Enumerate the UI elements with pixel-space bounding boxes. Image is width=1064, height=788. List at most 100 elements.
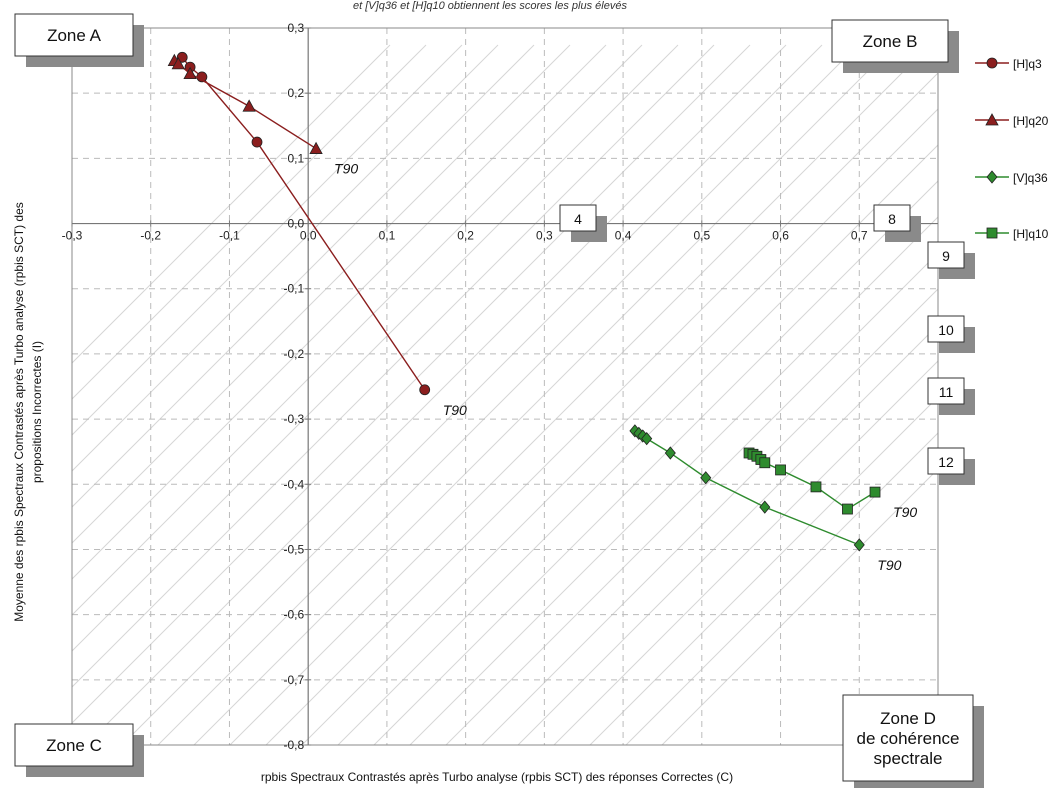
hatch-line — [85, 44, 787, 745]
hatch-line — [589, 396, 938, 745]
y-axis-title: propositions Incorrectes (I) — [30, 341, 44, 483]
plot-area-border — [71, 27, 939, 746]
x-axis-title: rpbis Spectraux Contrastés après Turbo a… — [261, 770, 733, 784]
hatch-line — [265, 72, 938, 745]
zone-d-box-label: de cohérence — [856, 729, 959, 748]
hatch-line — [72, 44, 751, 724]
hatch-line — [517, 324, 938, 745]
annotation-label: T90 — [443, 402, 467, 418]
hatch-line — [72, 44, 715, 688]
numbered-box — [927, 377, 965, 405]
numbered-box — [927, 315, 965, 343]
hatch-line — [229, 44, 931, 745]
data-point — [641, 432, 653, 446]
numbered-box-label: 8 — [888, 211, 896, 227]
hatch-line — [72, 44, 643, 616]
hatch-line — [625, 432, 938, 745]
data-point — [842, 503, 853, 515]
y-tick-label: -0,4 — [283, 477, 304, 491]
hatch-line — [72, 44, 535, 508]
x-tick-label: 0,0 — [300, 229, 317, 243]
hatch-line — [301, 108, 938, 745]
numbered-box-label: 12 — [938, 454, 954, 470]
hatch-line — [373, 180, 938, 745]
zone-b-box — [831, 19, 949, 63]
hatch-line — [409, 216, 938, 745]
annotation-label: T90 — [893, 504, 917, 520]
hatch-line — [445, 252, 938, 745]
numbered-box-label: 4 — [574, 211, 582, 227]
chart-note: et [V]q36 et [H]q10 obtiennent les score… — [353, 0, 627, 12]
x-tick-label: 0,5 — [693, 229, 710, 243]
y-tick-label: -0,1 — [283, 282, 304, 296]
y-tick-label: 0,0 — [287, 217, 304, 231]
y-tick-label: 0,1 — [287, 151, 304, 165]
annotation-label: T90 — [877, 557, 901, 573]
hatch-line — [72, 44, 391, 364]
data-point — [853, 538, 865, 552]
data-point — [419, 384, 431, 396]
data-point — [664, 446, 676, 460]
data-point — [775, 464, 786, 476]
zone-d-box — [842, 694, 974, 782]
y-axis-title: Moyenne des rpbis Spectraux Contrastés a… — [12, 202, 26, 622]
data-point — [810, 481, 822, 493]
hatch-line — [121, 44, 823, 745]
x-tick-label: 0,3 — [536, 229, 553, 243]
y-tick-label: -0,8 — [283, 738, 304, 752]
x-tick-label: 0,2 — [457, 229, 474, 243]
numbered-box-label: 9 — [942, 248, 950, 264]
x-tick-label: 0,6 — [772, 229, 789, 243]
hatch-line — [72, 44, 499, 472]
hatch-line — [661, 468, 938, 745]
y-tick-label: 0,3 — [287, 21, 304, 35]
x-tick-label: 0,7 — [851, 229, 868, 243]
numbered-box-label: 10 — [938, 322, 954, 338]
hatch-line — [72, 44, 463, 436]
y-tick-label: -0,5 — [283, 542, 304, 556]
legend-marker — [985, 113, 999, 126]
data-point — [242, 99, 256, 112]
hatch-line — [157, 44, 859, 745]
x-tick-label: 0,1 — [379, 229, 396, 243]
x-tick-label: -0,2 — [140, 229, 161, 243]
legend-label: [H]q3 — [1013, 57, 1042, 71]
legend-marker — [986, 170, 998, 184]
hatch-line — [72, 44, 679, 652]
zone-d-box-label: Zone D — [880, 709, 936, 728]
numbered-box — [927, 241, 965, 269]
zone-a-box-label: Zone A — [47, 26, 102, 45]
data-point — [183, 66, 197, 80]
numbered-box — [559, 204, 597, 232]
legend-label: [H]q10 — [1013, 227, 1049, 241]
hatch-line — [72, 44, 571, 544]
data-point — [869, 486, 881, 498]
y-tick-label: -0,6 — [283, 608, 304, 622]
numbered-box-label: 11 — [939, 384, 954, 400]
y-tick-label: -0,7 — [283, 673, 304, 687]
data-point — [700, 471, 712, 485]
annotation-label: T90 — [334, 161, 358, 177]
data-point — [759, 500, 771, 514]
zone-c-box-label: Zone C — [46, 736, 102, 755]
zone-a-box — [14, 13, 134, 57]
data-point — [759, 457, 771, 469]
numbered-box — [927, 447, 965, 475]
series-line — [173, 60, 317, 150]
legend-label: [H]q20 — [1013, 114, 1049, 128]
y-tick-label: 0,2 — [287, 86, 304, 100]
x-tick-label: 0,4 — [615, 229, 632, 243]
zone-c-box — [14, 723, 134, 767]
legend-marker — [986, 57, 998, 69]
hatch-line — [72, 44, 427, 400]
data-point — [251, 136, 263, 148]
legend-marker — [986, 227, 998, 239]
y-tick-label: -0,2 — [283, 347, 304, 361]
hatch-line — [553, 360, 938, 745]
x-tick-label: -0,1 — [219, 229, 240, 243]
hatch-line — [337, 144, 938, 745]
hatch-line — [72, 44, 607, 580]
zone-d-box-label: spectrale — [874, 749, 943, 768]
hatch-line — [481, 288, 938, 745]
